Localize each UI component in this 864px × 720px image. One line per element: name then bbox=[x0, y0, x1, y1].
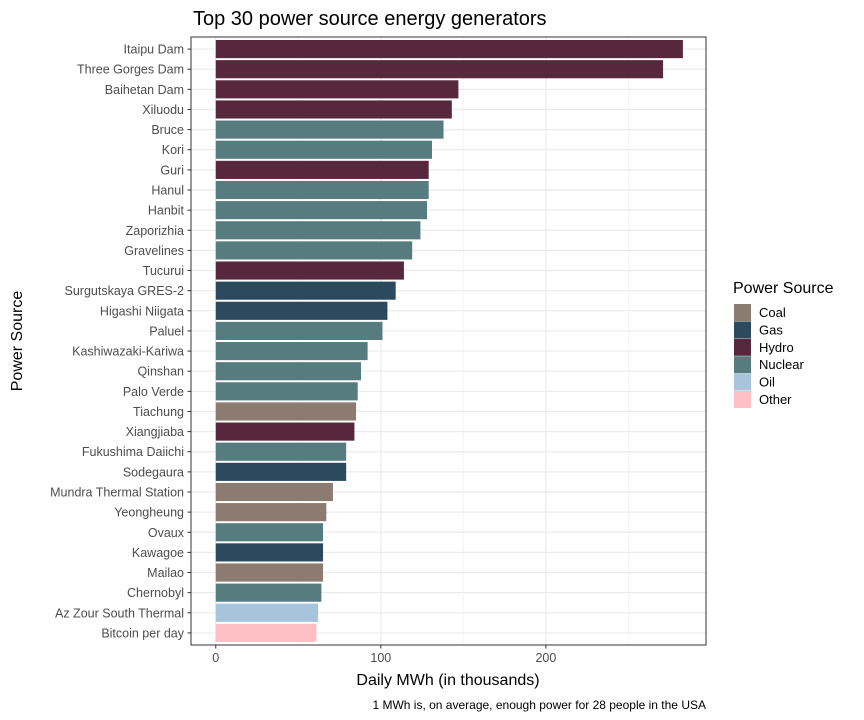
y-tick-label: Tucurui bbox=[143, 264, 184, 278]
bar bbox=[215, 422, 355, 441]
bar bbox=[215, 442, 347, 461]
bar bbox=[215, 140, 432, 159]
y-tick-label: Fukushima Daiichi bbox=[82, 445, 184, 459]
legend-swatch bbox=[734, 391, 751, 408]
bar bbox=[215, 261, 404, 280]
x-tick-label: 100 bbox=[370, 651, 391, 665]
y-tick-label: Yeongheung bbox=[114, 506, 184, 520]
y-tick-label: Three Gorges Dam bbox=[77, 63, 184, 77]
plot-border bbox=[190, 36, 707, 646]
x-tick-label: 200 bbox=[535, 651, 556, 665]
y-tick-label: Surgutskaya GRES-2 bbox=[65, 284, 185, 298]
bar bbox=[215, 301, 388, 320]
bar bbox=[215, 342, 368, 361]
y-tick-label: Qinshan bbox=[137, 365, 184, 379]
y-tick-label: Hanbit bbox=[148, 204, 185, 218]
bar bbox=[215, 160, 429, 179]
x-tick-label: 0 bbox=[212, 651, 219, 665]
legend-swatch bbox=[734, 304, 751, 321]
y-tick-label: Guri bbox=[160, 163, 184, 177]
x-tick-labels: 0 100 200 bbox=[212, 645, 556, 665]
y-tick-label: Bitcoin per day bbox=[101, 626, 184, 640]
legend: Power Source Coal Gas Hydro Nuclear Oil Other bbox=[733, 280, 834, 408]
y-tick-label: Gravelines bbox=[124, 244, 184, 258]
bar bbox=[215, 503, 327, 522]
y-axis-title: Power Source bbox=[9, 291, 26, 392]
bar bbox=[215, 60, 664, 79]
bar bbox=[215, 382, 358, 401]
y-tick-labels: Itaipu Dam Three Gorges Dam Baihetan Dam Xi… bbox=[50, 43, 191, 640]
bar bbox=[215, 80, 459, 99]
y-tick-label: Paluel bbox=[149, 324, 184, 338]
y-tick-label: Kori bbox=[162, 143, 184, 157]
y-tick-label: Ovaux bbox=[148, 526, 185, 540]
y-tick-label: Kawagoe bbox=[132, 546, 184, 560]
y-tick-label: Xiluodu bbox=[142, 103, 184, 117]
y-tick-label: Bruce bbox=[151, 123, 184, 137]
legend-entries: Coal Gas Hydro Nuclear Oil Other bbox=[734, 304, 804, 408]
bar bbox=[215, 180, 429, 200]
bars bbox=[215, 40, 683, 642]
legend-label: Other bbox=[759, 392, 792, 407]
bar bbox=[215, 623, 317, 642]
bar bbox=[215, 40, 683, 59]
y-tick-label: Tiachung bbox=[133, 405, 184, 419]
bar bbox=[215, 362, 362, 381]
bar bbox=[215, 563, 324, 582]
y-tick-label: Itaipu Dam bbox=[124, 43, 184, 57]
bar bbox=[215, 201, 428, 220]
bar bbox=[215, 241, 413, 260]
y-tick-label: Xiangjiaba bbox=[126, 425, 184, 439]
y-tick-label: Chernobyl bbox=[127, 586, 184, 600]
y-tick-label: Hanul bbox=[151, 184, 184, 198]
chart-caption: 1 MWh is, on average, enough power for 2… bbox=[372, 698, 706, 712]
bar bbox=[215, 281, 396, 300]
bar bbox=[215, 221, 421, 240]
legend-label: Coal bbox=[759, 305, 786, 320]
bar bbox=[215, 583, 322, 602]
legend-swatch bbox=[734, 373, 751, 391]
bar bbox=[215, 523, 324, 542]
bar bbox=[215, 321, 383, 340]
x-axis-title: Daily MWh (in thousands) bbox=[356, 672, 539, 689]
y-tick-label: Mailao bbox=[147, 566, 184, 580]
y-tick-label: Mundra Thermal Station bbox=[50, 485, 184, 499]
y-tick-label: Sodegaura bbox=[123, 465, 184, 479]
bar bbox=[215, 120, 444, 139]
legend-swatch bbox=[734, 356, 751, 374]
legend-label: Hydro bbox=[759, 340, 794, 355]
y-tick-label: Az Zour South Thermal bbox=[55, 606, 184, 620]
y-tick-label: Palo Verde bbox=[123, 385, 184, 399]
y-tick-label: Higashi Niigata bbox=[100, 304, 184, 318]
legend-title: Power Source bbox=[733, 280, 834, 297]
bar bbox=[215, 482, 333, 502]
chart-title: Top 30 power source energy generators bbox=[193, 8, 547, 30]
y-tick-label: Baihetan Dam bbox=[105, 83, 184, 97]
y-tick-label: Zaporizhia bbox=[126, 224, 184, 238]
bar bbox=[215, 462, 347, 481]
bar bbox=[215, 603, 319, 622]
legend-label: Gas bbox=[759, 322, 783, 337]
legend-swatch bbox=[734, 321, 751, 339]
legend-label: Nuclear bbox=[759, 357, 804, 372]
legend-label: Oil bbox=[759, 375, 775, 390]
y-tick-label: Kashiwazaki-Kariwa bbox=[72, 345, 184, 359]
bar bbox=[215, 402, 357, 421]
bar bbox=[215, 543, 324, 562]
bar bbox=[215, 100, 452, 119]
legend-swatch bbox=[734, 338, 751, 356]
